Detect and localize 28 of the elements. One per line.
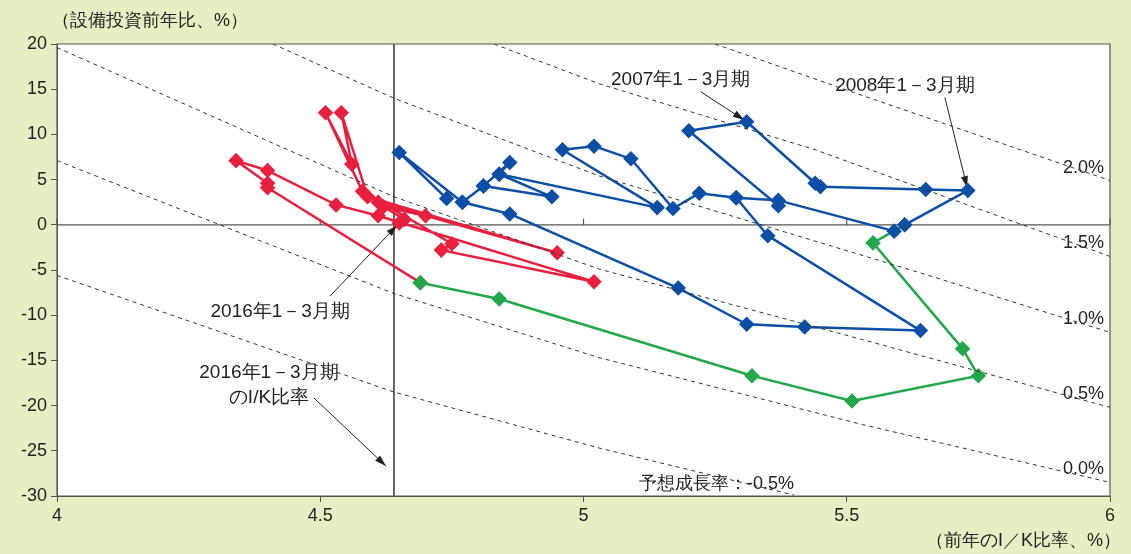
y-tick-label: -20 [20, 394, 47, 415]
y-tick-label: 0 [36, 213, 47, 234]
ref-line-label: 2016年1－3月期のI/K比率 [199, 361, 339, 407]
series-label: 予想成長率：-0.5% [639, 473, 795, 494]
y-tick-label: 5 [36, 168, 47, 189]
annotation: 2007年1－3月期 [611, 67, 751, 89]
series-label: 2.0% [1062, 156, 1104, 177]
x-tick-label: 5.5 [834, 504, 860, 525]
y-tick-label: 10 [26, 123, 47, 144]
y-axis-title: （設備投資前年比、%） [52, 9, 249, 32]
y-tick-label: -25 [20, 439, 47, 460]
y-tick-label: -30 [20, 484, 47, 505]
x-tick-label: 4.5 [307, 504, 333, 525]
annotation: 2016年1－3月期 [210, 299, 350, 321]
x-tick-label: 4 [51, 504, 63, 525]
x-tick-label: 6 [1104, 504, 1116, 525]
series-label: 0.5% [1062, 383, 1104, 404]
series-label: 1.0% [1062, 308, 1104, 329]
y-tick-label: -5 [30, 258, 47, 279]
x-tick-label: 5 [578, 504, 589, 525]
y-tick-label: -15 [20, 349, 47, 370]
y-tick-label: 15 [26, 78, 47, 99]
y-tick-label: -10 [20, 304, 47, 325]
x-axis-title: （前年のI／K比率、%） [925, 529, 1121, 552]
series-label: 1.5% [1062, 232, 1104, 253]
series-label: 0.0% [1062, 458, 1104, 479]
annotation: 2008年1－3月期 [835, 74, 975, 96]
y-tick-label: 20 [26, 32, 47, 53]
